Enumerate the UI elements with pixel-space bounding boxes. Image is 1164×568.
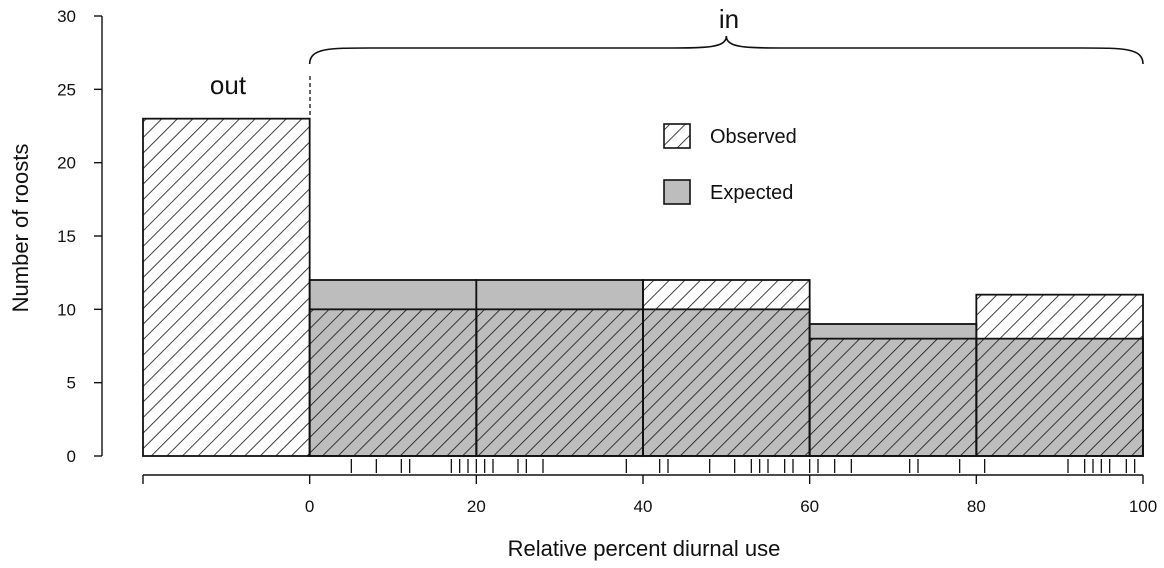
legend-expected-label: Expected [710, 182, 793, 204]
y-axis-title: Number of roosts [8, 144, 33, 313]
legend-observed-label: Observed [710, 126, 797, 148]
x-tick-label: 20 [467, 497, 486, 516]
legend-expected-swatch [663, 179, 691, 205]
y-tick-label: 5 [67, 374, 76, 393]
y-tick-label: 20 [57, 154, 76, 173]
legend-observed-swatch [663, 123, 691, 149]
x-tick-label: 80 [967, 497, 986, 516]
y-tick-label: 30 [57, 7, 76, 26]
y-tick-label: 15 [57, 227, 76, 246]
observed-bars [142, 117, 1144, 457]
y-tick-label: 10 [57, 300, 76, 319]
x-tick-label: 60 [800, 497, 819, 516]
x-tick-label: 100 [1129, 497, 1157, 516]
in-brace [308, 35, 1144, 65]
out-annotation: out [210, 70, 247, 100]
x-tick-label: 0 [305, 497, 314, 516]
observed-bar-20-40 [475, 308, 644, 457]
x-axis-title: Relative percent diurnal use [508, 536, 781, 561]
y-tick-label: 25 [57, 80, 76, 99]
y-axis: 0 5 10 15 20 25 30 [57, 7, 103, 466]
x-tick-label: 40 [634, 497, 653, 516]
legend: Observed Expected [663, 123, 797, 205]
observed-bar-out [142, 117, 311, 457]
observed-bar-40-60 [642, 279, 811, 457]
observed-bar-80-100 [975, 293, 1144, 457]
x-axis: 0 20 40 60 80 100 [142, 474, 1157, 516]
rug-marks [350, 459, 1136, 473]
observed-bar-60-80 [808, 337, 978, 457]
y-tick-label: 0 [67, 447, 76, 466]
in-annotation: in [719, 4, 739, 34]
observed-bar-0-20 [308, 308, 478, 457]
